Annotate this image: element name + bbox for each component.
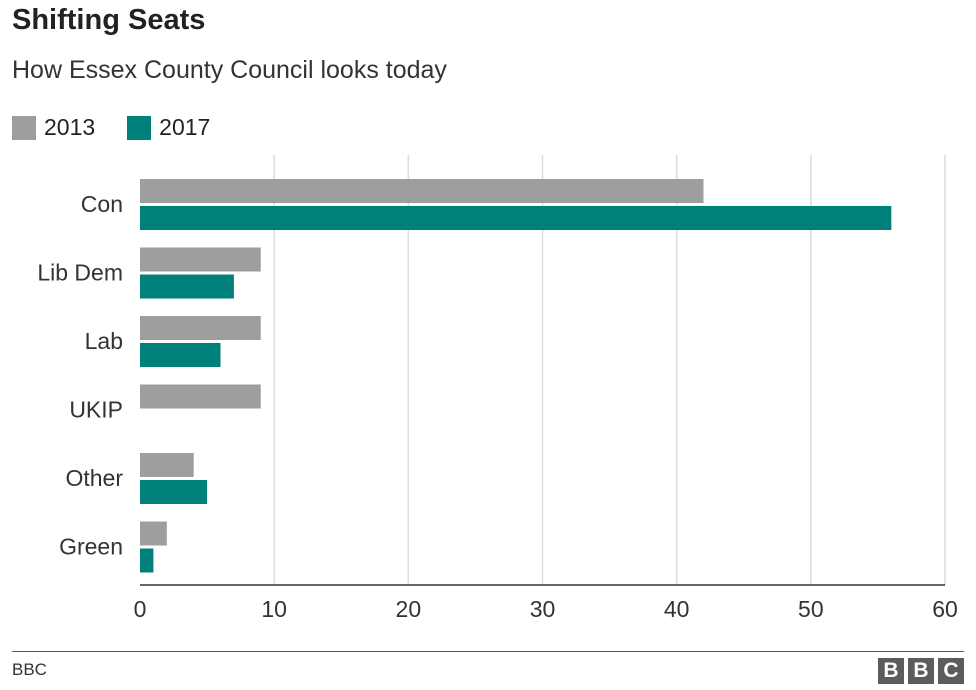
legend-item-2017: 2017 bbox=[127, 114, 210, 141]
x-tick-label-40: 40 bbox=[664, 596, 690, 622]
footer-divider bbox=[12, 651, 964, 652]
chart-subtitle: How Essex County Council looks today bbox=[12, 56, 447, 84]
x-tick-label-20: 20 bbox=[396, 596, 422, 622]
x-tick-label-50: 50 bbox=[798, 596, 824, 622]
category-label-green: Green bbox=[59, 534, 123, 560]
bbc-logo: B B C bbox=[874, 658, 964, 684]
bar-green-2013 bbox=[140, 521, 167, 546]
bbc-logo-letter-3: C bbox=[938, 658, 964, 684]
legend: 2013 2017 bbox=[12, 114, 242, 141]
bar-chart: 0 10 20 30 40 50 60 Con Lib Dem Lab UKIP Other Green bbox=[37, 155, 958, 622]
category-label-lib-dem: Lib Dem bbox=[37, 260, 123, 286]
category-label-ukip: UKIP bbox=[69, 397, 123, 423]
legend-label-2013: 2013 bbox=[44, 114, 96, 140]
x-tick-label-30: 30 bbox=[530, 596, 556, 622]
bar-lib-dem-2017 bbox=[140, 274, 234, 299]
bar-other-2013 bbox=[140, 453, 194, 477]
bar-other-2017 bbox=[140, 480, 208, 504]
category-label-con: Con bbox=[81, 191, 123, 217]
x-tick-label-60: 60 bbox=[932, 596, 958, 622]
bar-ukip-2013 bbox=[140, 384, 261, 409]
bbc-logo-letter-2: B bbox=[908, 658, 934, 684]
legend-swatch-2013 bbox=[12, 115, 36, 140]
bar-lab-2013 bbox=[140, 316, 261, 340]
bar-green-2017 bbox=[140, 548, 154, 573]
bar-lib-dem-2013 bbox=[140, 247, 261, 272]
legend-swatch-2017 bbox=[127, 115, 152, 140]
category-label-other: Other bbox=[65, 465, 123, 491]
bbc-logo-letter-1: B bbox=[878, 658, 904, 684]
bar-lab-2017 bbox=[140, 343, 221, 367]
x-tick-label-0: 0 bbox=[134, 596, 147, 622]
source-label: BBC bbox=[12, 660, 47, 679]
x-tick-label-10: 10 bbox=[261, 596, 287, 622]
legend-item-2013: 2013 bbox=[12, 114, 95, 141]
category-label-lab: Lab bbox=[85, 328, 123, 354]
legend-label-2017: 2017 bbox=[159, 114, 211, 140]
bar-con-2017 bbox=[140, 206, 892, 230]
chart-title: Shifting Seats bbox=[12, 4, 206, 36]
bar-con-2013 bbox=[140, 179, 704, 203]
